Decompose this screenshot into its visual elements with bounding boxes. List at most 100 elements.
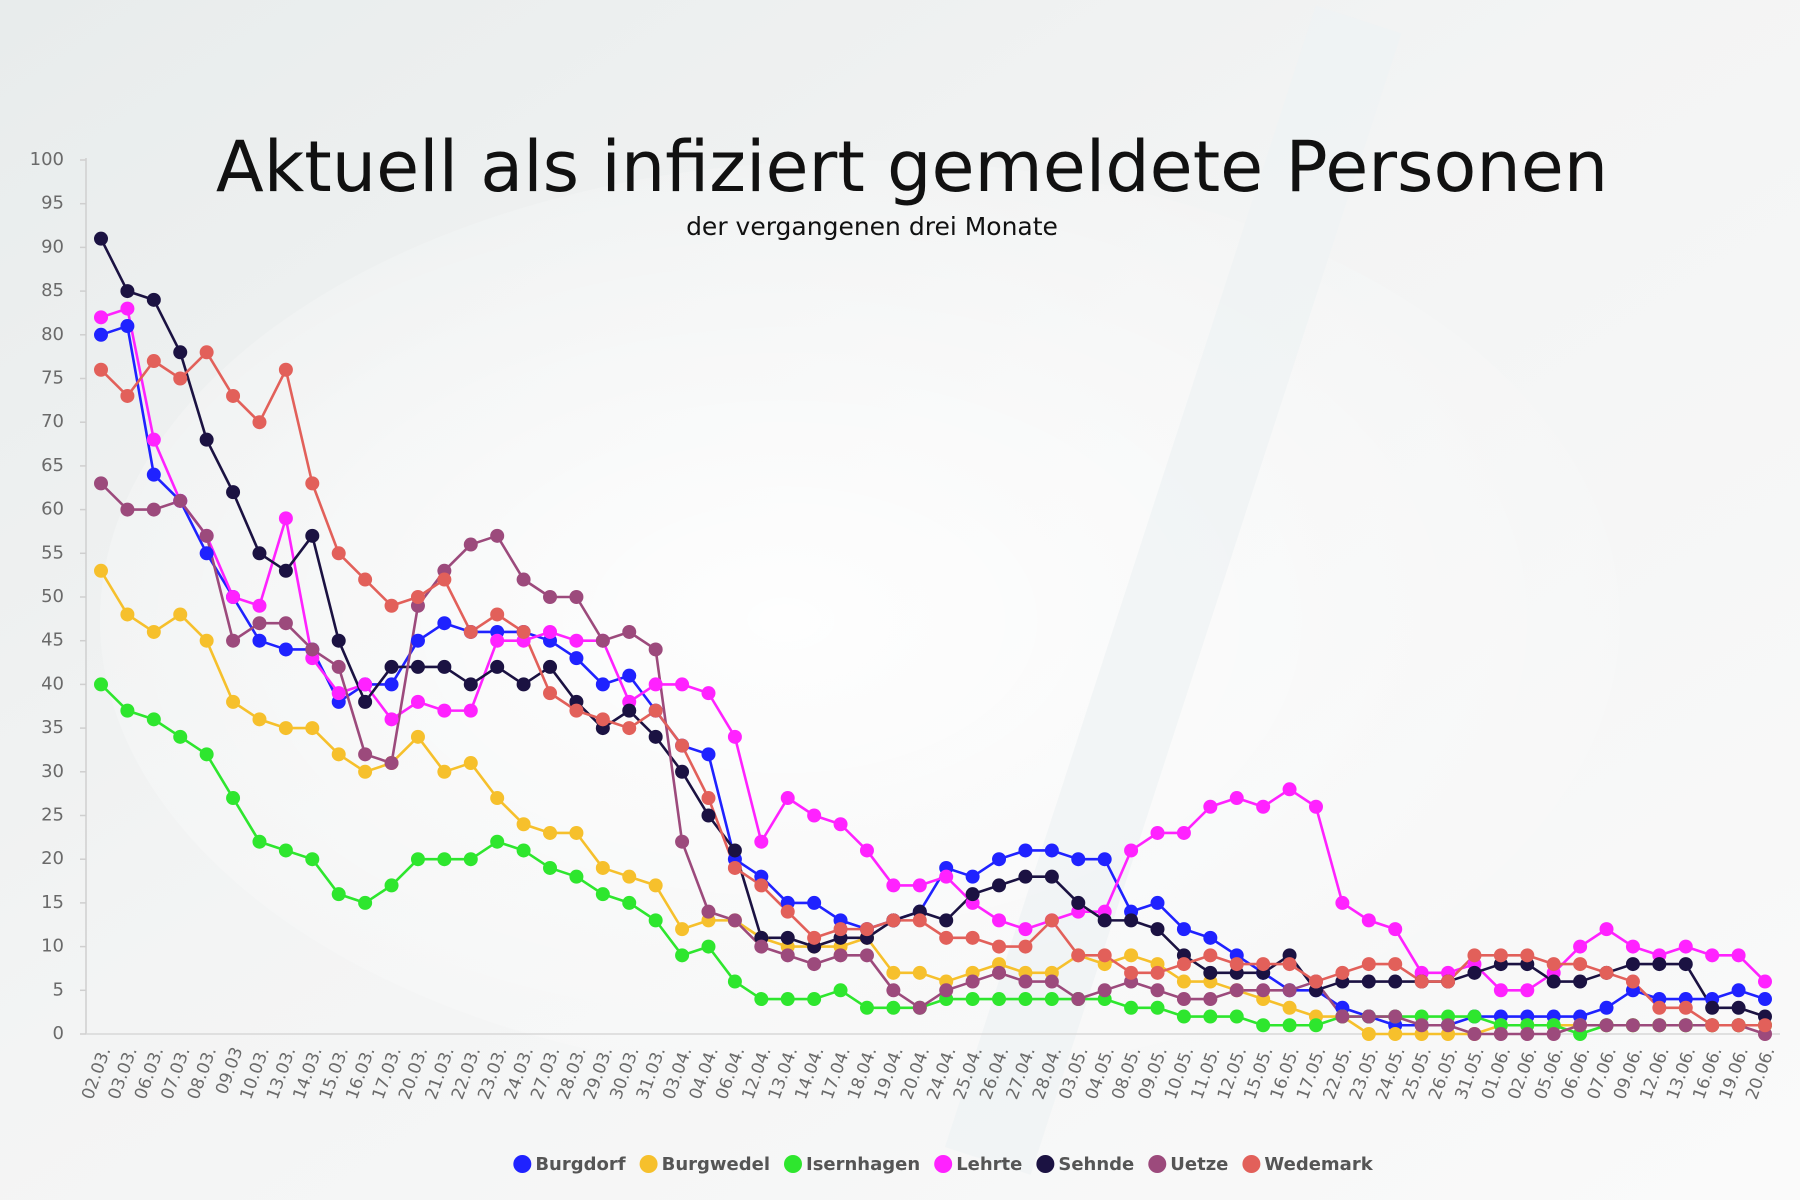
data-point [490,834,505,849]
data-point [992,939,1007,954]
data-point [226,694,241,709]
data-point [912,878,927,893]
data-point [1705,948,1720,963]
data-point [146,712,161,727]
data-point [1203,799,1218,814]
data-point [622,721,637,736]
y-tick-label: 5 [53,979,64,1000]
data-point [754,878,769,893]
data-point [1176,825,1191,840]
data-point [569,633,584,648]
data-point [992,913,1007,928]
data-point [1546,957,1561,972]
y-tick-label: 55 [41,542,64,563]
data-point [305,528,320,543]
y-tick-label: 20 [41,848,64,869]
data-point [1441,974,1456,989]
data-point [252,712,267,727]
chart-subtitle: der vergangenen drei Monate [686,212,1058,241]
data-point [622,668,637,683]
legend-label: Burgdorf [535,1154,625,1175]
data-point [1282,957,1297,972]
series-line [100,683,1765,1036]
data-point [622,895,637,910]
data-point [516,572,531,587]
data-point [1044,869,1059,884]
data-point [252,633,267,648]
data-point [120,388,135,403]
data-point [252,598,267,613]
data-point [780,992,795,1007]
data-point [648,913,663,928]
chart-title: Aktuell als infiziert gemeldete Personen [216,126,1608,208]
data-point [1493,1027,1508,1041]
data-point [648,878,663,893]
data-point [1493,983,1508,998]
data-point [1071,992,1086,1007]
data-point [1018,974,1033,989]
data-point [1758,974,1772,989]
data-point [1150,983,1165,998]
data-point [1493,948,1508,963]
data-point [516,624,531,639]
data-point [859,1000,874,1015]
data-point [146,624,161,639]
data-point [754,992,769,1007]
data-point [1335,965,1350,980]
data-point [1335,1009,1350,1024]
legend-label: Uetze [1170,1154,1228,1175]
series-line [100,482,1766,1036]
data-point [569,590,584,604]
data-point [1097,983,1112,998]
data-point [1625,974,1640,989]
data-point [807,808,822,823]
data-point [1361,1009,1376,1024]
legend-label: Wedemark [1264,1154,1373,1175]
data-point [595,633,610,648]
data-point [1176,974,1191,989]
data-point [622,624,637,639]
data-point [490,607,505,622]
data-point [595,677,610,692]
data-point [173,729,188,744]
data-point [648,729,663,744]
data-point [1731,983,1746,998]
data-point [569,703,584,718]
data-point [595,712,610,727]
data-point [146,354,161,369]
data-point [543,659,558,674]
data-point [1018,939,1033,954]
data-point [701,747,716,762]
data-point [1282,1000,1297,1015]
data-point [410,729,425,744]
data-point [1282,1018,1297,1033]
data-point [1599,1000,1614,1015]
data-point [278,721,293,736]
data-point [1705,1018,1720,1033]
data-point [358,572,373,587]
data-point [648,642,663,657]
data-point [120,703,135,718]
data-point [226,791,241,806]
data-point [490,528,505,543]
data-point [780,948,795,963]
data-point [358,895,373,910]
data-point [965,974,980,989]
data-point [1018,992,1033,1007]
data-point [94,362,108,377]
data-point [437,703,452,718]
data-point [1203,992,1218,1007]
data-point [490,659,505,674]
data-point [331,747,346,762]
data-point [675,948,690,963]
legend-label: Burgwedel [662,1154,770,1175]
data-point [437,659,452,674]
data-point [331,686,346,701]
data-point [833,948,848,963]
data-point [252,546,267,561]
data-point [516,817,531,832]
data-point [1203,948,1218,963]
data-point [146,502,161,517]
data-point [675,834,690,849]
data-point [965,887,980,902]
